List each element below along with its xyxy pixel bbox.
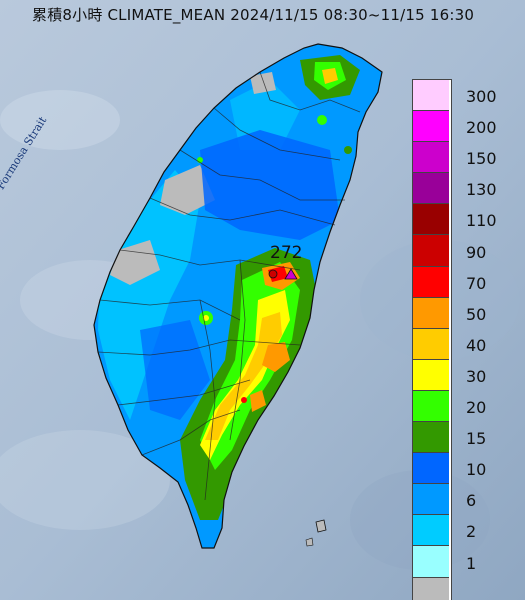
legend-swatch <box>413 359 449 391</box>
legend-swatch <box>413 173 449 205</box>
legend-label: 300 <box>466 87 497 106</box>
legend-label: 20 <box>466 398 487 417</box>
legend-swatch <box>413 422 449 454</box>
legend-swatch <box>413 297 449 329</box>
legend-swatch <box>413 80 449 112</box>
legend-swatch <box>413 266 449 298</box>
legend-swatch <box>413 204 449 236</box>
legend-label: 150 <box>466 149 497 169</box>
legend-swatch <box>413 328 449 360</box>
legend-swatch <box>413 235 449 267</box>
taiwan-island <box>93 43 383 549</box>
legend-swatch <box>413 546 449 578</box>
legend-label: 1 <box>466 553 477 573</box>
legend-swatch <box>413 484 449 516</box>
legend-swatch <box>413 577 449 600</box>
legend-swatch <box>413 515 449 547</box>
legend-swatch <box>413 390 449 423</box>
legend-swatch <box>413 142 449 174</box>
legend-label: 2 <box>466 522 477 542</box>
peak-value-label: 272 <box>270 243 303 263</box>
legend-label: 40 <box>466 335 487 355</box>
legend-label: 15 <box>466 429 487 449</box>
legend-swatch <box>413 453 449 485</box>
peak-triangle-icon <box>284 268 298 280</box>
legend-label: 6 <box>466 491 477 511</box>
peak-station-marker <box>268 269 278 279</box>
legend-label: 30 <box>466 366 487 386</box>
legend-label: 110 <box>466 211 497 231</box>
legend-swatch <box>413 111 449 143</box>
legend-label: 50 <box>466 304 487 324</box>
legend-label: 130 <box>466 180 497 200</box>
legend-label: 70 <box>466 273 487 293</box>
legend-label: 90 <box>466 242 487 262</box>
legend-label: 10 <box>466 460 487 480</box>
legend-label: 200 <box>466 118 497 138</box>
color-legend <box>412 79 452 600</box>
map-title: 累積8小時 CLIMATE_MEAN 2024/11/15 08:30~11/1… <box>32 6 475 24</box>
